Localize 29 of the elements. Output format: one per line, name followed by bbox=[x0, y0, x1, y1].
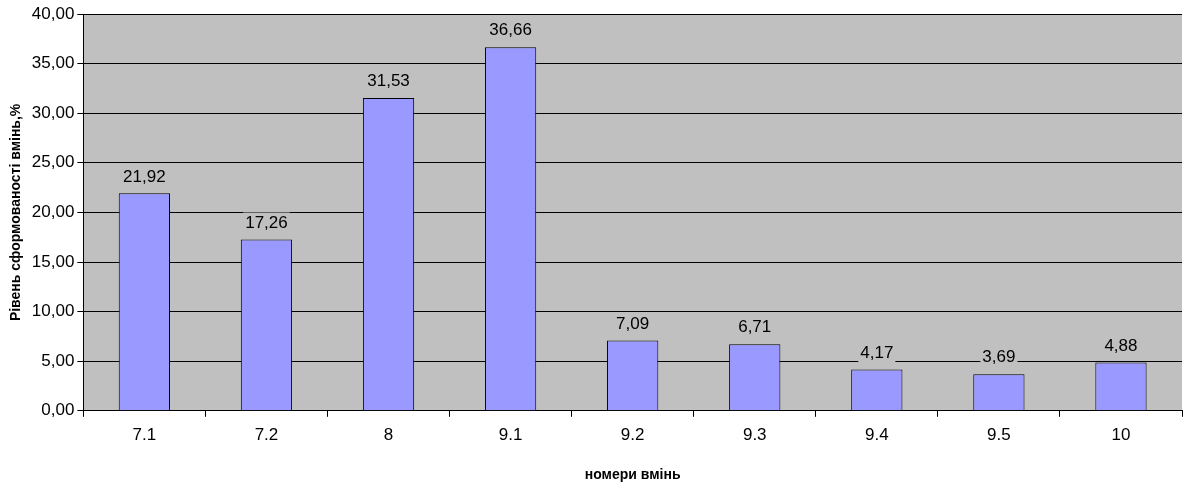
y-tick-label: 40,00 bbox=[31, 3, 75, 23]
data-label: 21,92 bbox=[123, 166, 166, 186]
x-tick-label: 9.1 bbox=[498, 424, 523, 444]
data-label: 4,17 bbox=[860, 342, 894, 362]
data-label: 17,26 bbox=[245, 212, 288, 232]
x-tick-label: 9.5 bbox=[987, 424, 1011, 444]
data-label: 3,69 bbox=[982, 347, 1016, 367]
x-axis-title: номери вмінь bbox=[584, 466, 681, 483]
data-label: 31,53 bbox=[367, 71, 410, 91]
y-tick-label: 5,00 bbox=[41, 350, 75, 370]
x-tick-label: 7.1 bbox=[132, 424, 157, 444]
x-tick-label: 7.2 bbox=[254, 424, 279, 444]
data-label: 7,09 bbox=[616, 313, 650, 333]
x-tick-label: 9.3 bbox=[742, 424, 767, 444]
data-label: 4,88 bbox=[1104, 335, 1138, 355]
y-tick-label: 10,00 bbox=[31, 301, 75, 321]
y-tick-label: 30,00 bbox=[31, 102, 75, 122]
y-tick-label: 0,00 bbox=[41, 400, 75, 420]
data-label: 6,71 bbox=[738, 317, 772, 337]
x-tick-label: 9.4 bbox=[865, 424, 889, 444]
x-tick-label: 8 bbox=[383, 424, 394, 444]
data-label: 36,66 bbox=[489, 20, 532, 40]
y-tick-label: 15,00 bbox=[31, 251, 75, 271]
y-tick-label: 20,00 bbox=[31, 202, 75, 222]
y-tick-label: 35,00 bbox=[31, 53, 75, 73]
x-tick-label: 9.2 bbox=[620, 424, 645, 444]
x-tick-label: 10 bbox=[1111, 424, 1131, 444]
y-tick-label: 25,00 bbox=[31, 152, 75, 172]
y-axis-title: Рівень сформованості вмінь,% bbox=[7, 103, 24, 322]
